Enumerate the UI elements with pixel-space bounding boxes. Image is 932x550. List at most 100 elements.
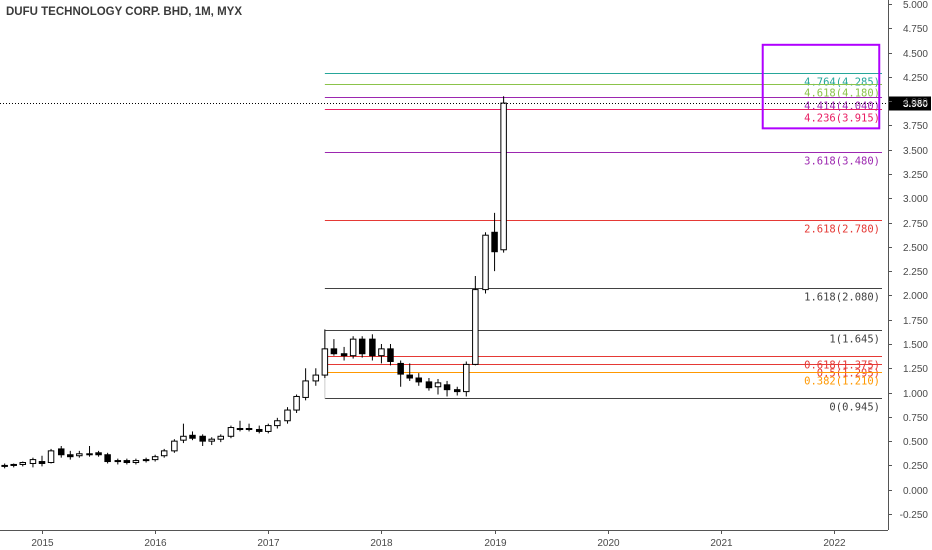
time-tick-label: 2020 [597,538,620,549]
candle-body [406,374,413,379]
price-tick-label: 0.500 [903,437,928,448]
candle-body [86,453,93,456]
candle-body [132,460,140,464]
price-tick-label: 3.500 [903,146,928,157]
candle-body [151,456,159,461]
candle-body [425,381,433,389]
price-tick-label: 1.250 [903,364,928,375]
fib-level-label: 3.618(3.480) [804,156,880,168]
time-tick-label: 2015 [31,538,54,549]
candle-body [123,460,131,464]
candle-body [236,428,244,431]
candle-body [312,374,320,382]
candle-body [57,448,65,456]
price-tick-label: 1.000 [903,389,928,400]
fib-level-label: 0(0.945) [829,402,880,414]
candle-body [208,438,215,442]
candle-body [284,409,291,422]
candle-body [340,353,348,357]
candle-body [387,348,394,362]
candle-body [180,435,187,441]
fib-level-label: 1(1.645) [829,334,880,346]
candle-body [491,231,498,253]
candle-body [245,428,253,431]
candle-body [265,425,272,432]
candle-body [10,463,17,466]
price-tick-label: 0.250 [903,461,928,472]
candle-body [293,395,300,411]
candle-body [274,420,281,427]
time-tick-label: 2022 [823,538,846,549]
candle-body [142,459,150,462]
fib-level-label: 0.618(1.375) [804,360,880,372]
chart-title: DUFU TECHNOLOGY CORP. BHD, 1M, MYX [6,6,242,18]
candle-body [255,428,263,432]
price-tick-label: 3.000 [903,194,928,205]
overlay: 3.980 [0,43,931,130]
candle-body [171,440,178,452]
candle-body [302,380,309,398]
price-tick-label: 0.000 [903,486,928,497]
candle-body [104,454,111,463]
fib-level-label: 4.764(4.285) [804,77,880,89]
fib-level-label: 0.382(1.210) [804,376,880,388]
candle-body [330,348,338,355]
price-tick-label: 1.500 [903,340,928,351]
price-tick-label: 3.250 [903,170,928,181]
candle-body [217,435,225,440]
candle-body [321,348,329,376]
fib-level-label: 2.618(2.780) [804,224,880,236]
candle-body [114,460,122,463]
fibonacci-extension[interactable]: 4.764(4.285)4.618(4.180)4.414(4.040)4.23… [324,73,882,414]
fib-level-label: 1.618(2.080) [804,292,880,304]
candle-body [434,382,442,388]
candle-body [358,338,366,355]
price-tick-label: 2.500 [903,243,928,254]
price-tick-label: 4.000 [903,97,928,108]
candle-body [378,348,385,357]
highlight-box[interactable] [761,43,881,130]
candle-body [443,384,451,391]
price-tick-label: 5.000 [903,0,928,11]
candle-body [160,450,168,457]
time-tick-label: 2017 [257,538,280,549]
candle-body [29,459,37,464]
candle-body [189,434,196,439]
candle-body [67,454,74,458]
price-tick-label: 2.750 [903,219,928,230]
time-tick-label: 2018 [370,538,393,549]
price-tick-label: 4.500 [903,49,928,60]
fib-level-label: 4.236(3.915) [804,113,880,125]
candle-body [415,377,423,383]
candle-body [227,427,235,437]
price-tick-label: -0.250 [900,510,929,521]
fib-level-label: 4.618(4.180) [804,88,880,100]
price-tick-label: 2.000 [903,291,928,302]
candle-body [472,289,479,365]
candle-body [47,450,55,464]
candle-body [453,389,461,393]
candle-body [463,363,470,393]
candle-body [369,338,376,357]
candle-body [482,234,489,291]
candle-body [38,461,46,464]
price-tick-label: 4.250 [903,73,928,84]
last-price-tag [889,96,931,111]
price-tick-label: 2.250 [903,267,928,278]
last-price-label: 3.980 [903,99,928,110]
price-tick-label: 4.750 [903,24,928,35]
price-tick-label: 1.750 [903,316,928,327]
candle-body [76,453,83,457]
price-tick-label: 0.750 [903,413,928,424]
candle-body [199,435,206,442]
price-tick-label: 3.750 [903,121,928,132]
candle-body [397,362,404,375]
candles [1,96,507,469]
candle-body [500,102,507,251]
fib-level-label: 4.414(4.040) [804,101,880,113]
fib-level-label: 0.5(1.295) [817,368,880,380]
time-tick-label: 2019 [484,538,507,549]
candle-body [95,452,102,456]
